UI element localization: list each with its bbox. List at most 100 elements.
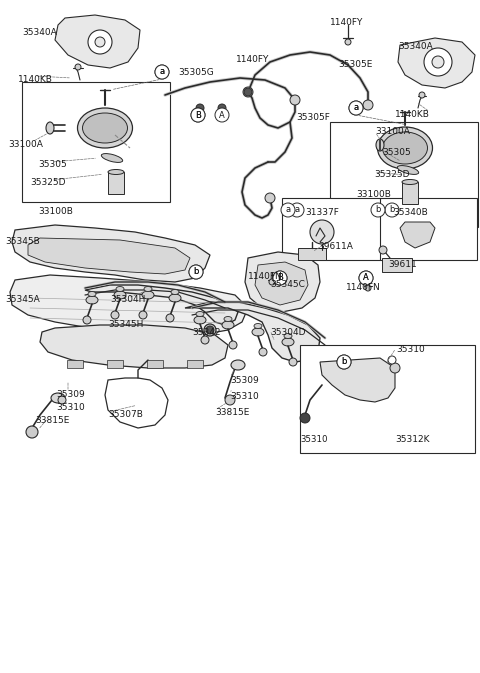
Circle shape bbox=[244, 88, 252, 96]
Polygon shape bbox=[320, 358, 395, 402]
Bar bbox=[187, 360, 203, 368]
Ellipse shape bbox=[376, 139, 384, 151]
Text: 35309: 35309 bbox=[56, 390, 85, 399]
Circle shape bbox=[424, 48, 452, 76]
Bar bbox=[22, 82, 170, 202]
Circle shape bbox=[139, 311, 147, 319]
Text: 35310: 35310 bbox=[300, 435, 327, 444]
Circle shape bbox=[388, 356, 396, 364]
Polygon shape bbox=[398, 38, 475, 88]
Ellipse shape bbox=[194, 316, 206, 324]
Text: 35340A: 35340A bbox=[398, 42, 433, 51]
Text: b: b bbox=[193, 267, 199, 277]
Circle shape bbox=[432, 56, 444, 68]
Text: b: b bbox=[341, 357, 347, 367]
Text: 35304H: 35304H bbox=[110, 295, 145, 304]
Circle shape bbox=[345, 39, 351, 45]
Circle shape bbox=[371, 203, 385, 217]
Text: 35340A: 35340A bbox=[22, 28, 57, 37]
Text: 35305G: 35305G bbox=[178, 68, 214, 77]
Circle shape bbox=[390, 363, 400, 373]
Text: b: b bbox=[375, 205, 381, 215]
Polygon shape bbox=[105, 378, 168, 428]
Circle shape bbox=[290, 95, 300, 105]
Ellipse shape bbox=[252, 328, 264, 336]
Text: 33100A: 33100A bbox=[8, 140, 43, 149]
Ellipse shape bbox=[116, 287, 124, 291]
Text: B: B bbox=[277, 273, 283, 283]
Circle shape bbox=[273, 271, 287, 285]
Text: 1140KB: 1140KB bbox=[18, 75, 53, 84]
Bar bbox=[382, 258, 412, 272]
Circle shape bbox=[83, 316, 91, 324]
Polygon shape bbox=[255, 262, 308, 305]
Circle shape bbox=[349, 101, 363, 115]
Circle shape bbox=[206, 326, 214, 334]
Text: 33815E: 33815E bbox=[35, 416, 70, 425]
Circle shape bbox=[359, 271, 373, 285]
Polygon shape bbox=[185, 302, 320, 362]
Text: b: b bbox=[389, 205, 395, 215]
Text: A: A bbox=[219, 110, 225, 120]
Circle shape bbox=[419, 92, 425, 98]
Text: B: B bbox=[195, 110, 201, 120]
Polygon shape bbox=[55, 15, 140, 68]
Ellipse shape bbox=[46, 122, 54, 134]
Circle shape bbox=[201, 336, 209, 344]
Text: 35310: 35310 bbox=[396, 345, 425, 354]
Circle shape bbox=[259, 348, 267, 356]
Circle shape bbox=[365, 285, 371, 291]
Polygon shape bbox=[12, 225, 210, 282]
Text: 35310: 35310 bbox=[56, 403, 85, 412]
Text: 35305: 35305 bbox=[38, 160, 67, 169]
Ellipse shape bbox=[88, 291, 96, 297]
Circle shape bbox=[379, 246, 387, 254]
Circle shape bbox=[191, 108, 205, 122]
Text: 33100A: 33100A bbox=[375, 127, 410, 136]
Circle shape bbox=[363, 100, 373, 110]
Text: 31337F: 31337F bbox=[305, 208, 339, 217]
Text: 1140FY: 1140FY bbox=[236, 55, 269, 64]
Circle shape bbox=[349, 101, 363, 115]
Circle shape bbox=[155, 65, 169, 79]
Circle shape bbox=[155, 65, 169, 79]
Text: 1140KB: 1140KB bbox=[395, 110, 430, 119]
Ellipse shape bbox=[284, 334, 292, 339]
Polygon shape bbox=[400, 222, 435, 248]
Text: 35305: 35305 bbox=[382, 148, 411, 157]
Text: 35305E: 35305E bbox=[338, 60, 372, 69]
Circle shape bbox=[191, 108, 205, 122]
Text: 39611: 39611 bbox=[388, 260, 417, 269]
Ellipse shape bbox=[402, 180, 418, 184]
Text: 1140FY: 1140FY bbox=[330, 18, 363, 27]
Text: 35340B: 35340B bbox=[393, 208, 428, 217]
Ellipse shape bbox=[101, 153, 123, 162]
Text: B: B bbox=[195, 110, 201, 120]
Ellipse shape bbox=[282, 338, 294, 346]
Bar bbox=[300, 345, 475, 453]
Ellipse shape bbox=[108, 170, 124, 174]
Circle shape bbox=[269, 279, 275, 285]
Text: 35345B: 35345B bbox=[5, 237, 40, 246]
Circle shape bbox=[225, 395, 235, 405]
Text: 1140FN: 1140FN bbox=[248, 272, 283, 281]
Text: 35345C: 35345C bbox=[270, 280, 305, 289]
Ellipse shape bbox=[171, 289, 179, 295]
Text: 35342: 35342 bbox=[192, 328, 220, 337]
Text: A: A bbox=[363, 273, 369, 283]
Ellipse shape bbox=[231, 360, 245, 370]
Text: b: b bbox=[193, 267, 199, 277]
Circle shape bbox=[26, 426, 38, 438]
Circle shape bbox=[58, 396, 66, 404]
Circle shape bbox=[337, 355, 351, 369]
Circle shape bbox=[300, 413, 310, 423]
Ellipse shape bbox=[196, 312, 204, 316]
Text: b: b bbox=[341, 357, 347, 367]
Circle shape bbox=[189, 265, 203, 279]
Polygon shape bbox=[85, 285, 238, 325]
Text: 39611A: 39611A bbox=[318, 242, 353, 251]
Ellipse shape bbox=[254, 324, 262, 328]
Ellipse shape bbox=[397, 166, 419, 174]
Text: a: a bbox=[159, 67, 165, 77]
Circle shape bbox=[95, 37, 105, 47]
